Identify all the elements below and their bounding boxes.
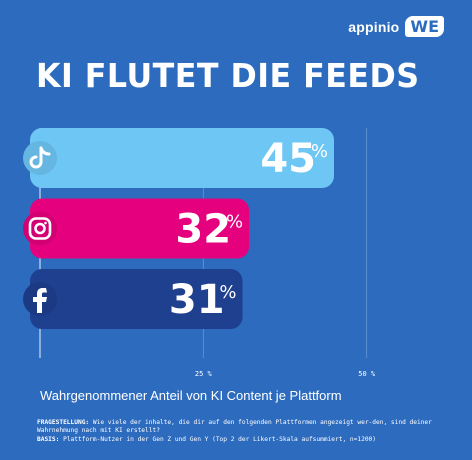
bar-value-label: 45 — [260, 136, 316, 182]
question-text: Wie viele der inhalte, die dir auf den f… — [37, 419, 432, 434]
bar-unit-label: % — [226, 212, 243, 233]
axis-label: Wahrgenommener Anteil von KI Content je … — [40, 388, 342, 403]
x-tick-label: 50 % — [358, 370, 376, 378]
instagram-icon — [23, 211, 57, 246]
bar — [30, 128, 334, 188]
bar-unit-label: % — [311, 141, 328, 162]
brand-name: appinio — [348, 18, 400, 35]
bar-group: 31% — [23, 269, 243, 329]
bar-value-label: 31 — [169, 277, 225, 323]
basis-label: BASIS: — [37, 436, 60, 443]
basis-note: BASIS: Plattform-Nutzer in der Gen Z und… — [37, 436, 448, 444]
bar — [30, 269, 243, 329]
question-note: FRAGESTELLUNG: Wie viele der inhalte, di… — [37, 419, 448, 435]
brand-logo: WE — [405, 16, 444, 37]
question-label: FRAGESTELLUNG: — [37, 419, 90, 426]
bar-unit-label: % — [219, 282, 236, 303]
chart-title: KI FLUTET DIE FEEDS — [36, 56, 420, 95]
bar-group: 45% — [23, 128, 334, 188]
facebook-icon — [23, 282, 57, 316]
bar-chart: 25 % 50 % 45%32%31% — [23, 128, 376, 378]
basis-text: Plattform-Nutzer in der Gen Z und Gen Y … — [63, 436, 377, 443]
tiktok-icon — [23, 141, 57, 175]
bar — [30, 198, 250, 259]
x-tick-label: 25 % — [195, 370, 213, 378]
bar-value-label: 32 — [175, 207, 231, 253]
bar-group: 32% — [23, 198, 250, 259]
brand: appinio WE — [348, 16, 444, 37]
